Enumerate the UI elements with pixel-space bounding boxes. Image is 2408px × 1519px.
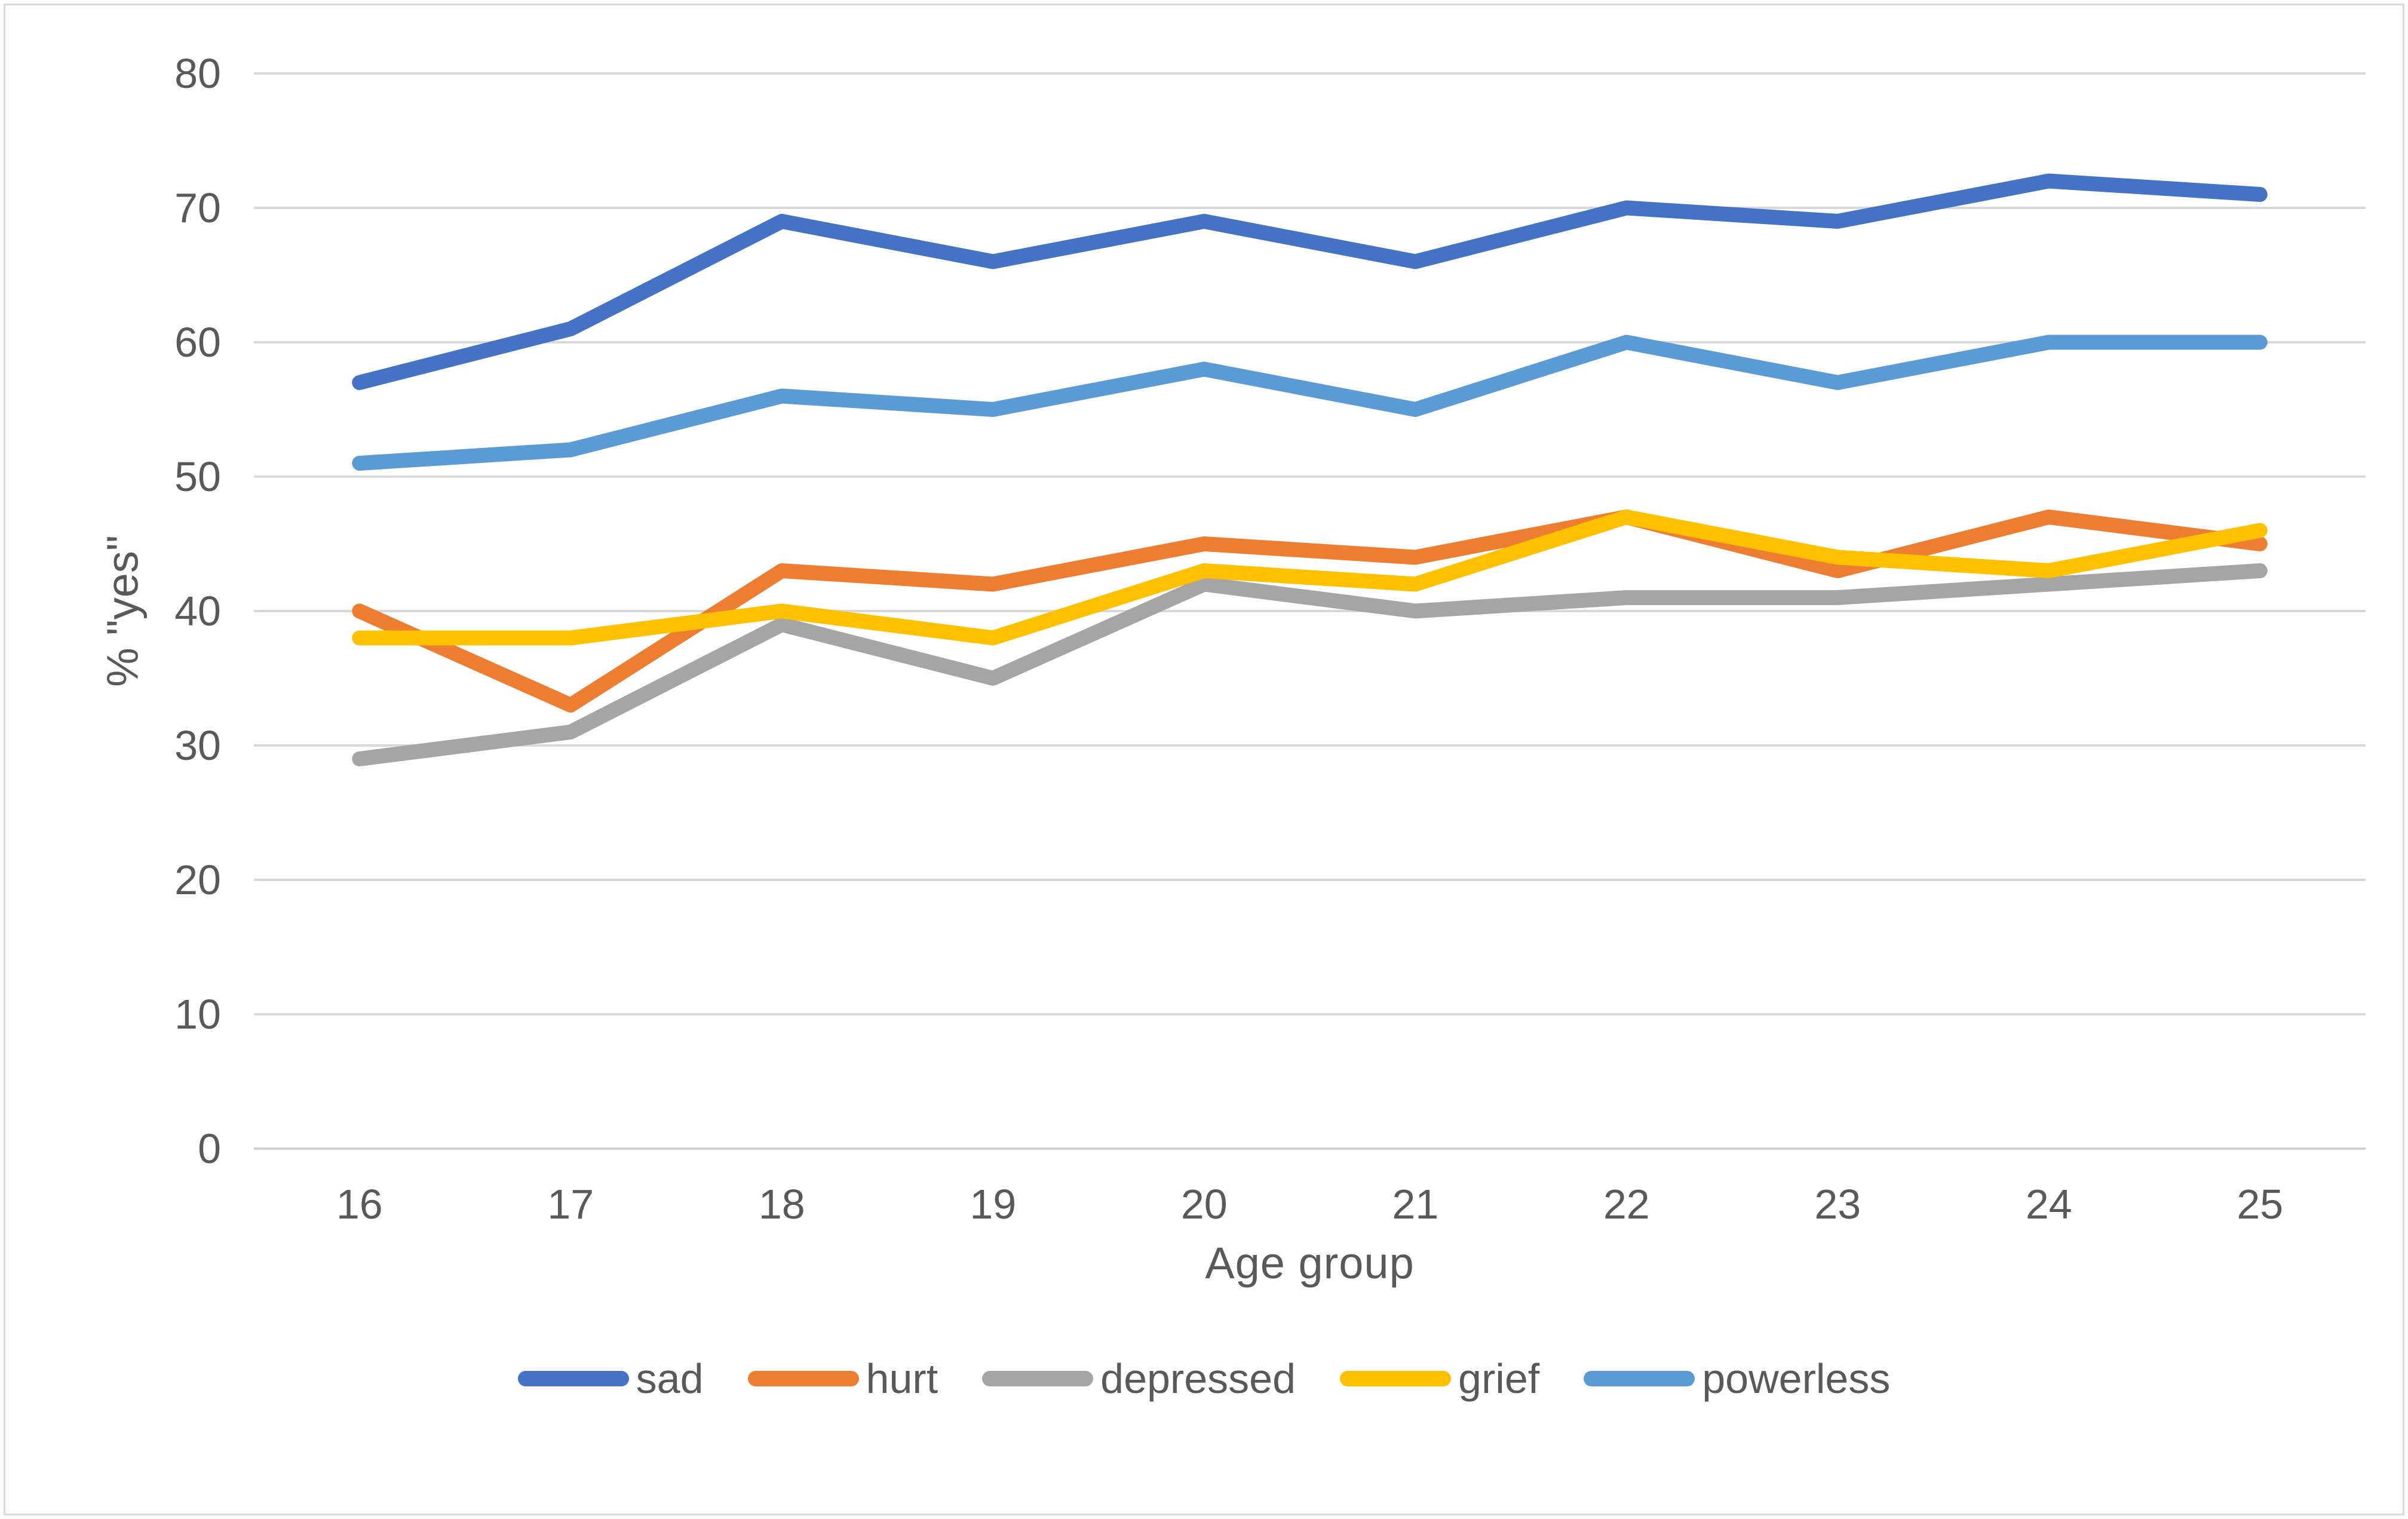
legend-item-hurt: hurt <box>747 1355 938 1403</box>
legend-item-sad: sad <box>517 1355 704 1403</box>
x-tick-label: 21 <box>1392 1181 1438 1228</box>
legend-swatch-sad <box>517 1371 629 1386</box>
y-tick-label: 20 <box>174 857 221 903</box>
series-line-depressed <box>352 563 2268 766</box>
y-tick-label: 70 <box>174 185 221 231</box>
x-tick-label: 23 <box>1814 1181 1861 1228</box>
legend-item-powerless: powerless <box>1584 1355 1890 1403</box>
legend-swatch-powerless <box>1584 1371 1695 1386</box>
y-tick-label: 80 <box>174 50 221 97</box>
legend-label-powerless: powerless <box>1702 1355 1891 1402</box>
series-line-grief <box>352 510 2268 646</box>
legend-item-grief: grief <box>1340 1355 1539 1403</box>
x-tick-label: 18 <box>759 1181 805 1228</box>
legend-label-grief: grief <box>1458 1355 1540 1402</box>
x-tick-label: 16 <box>336 1181 383 1228</box>
x-tick-label: 19 <box>970 1181 1016 1228</box>
legend-item-depressed: depressed <box>982 1355 1296 1403</box>
legend-label-hurt: hurt <box>866 1355 938 1402</box>
series-line-sad <box>352 173 2268 390</box>
x-tick-label: 20 <box>1181 1181 1228 1228</box>
x-axis-title: Age group <box>1205 1238 1415 1288</box>
legend-label-sad: sad <box>636 1355 704 1402</box>
x-tick-label: 25 <box>2237 1181 2283 1228</box>
y-tick-label: 0 <box>198 1125 221 1172</box>
legend: sad hurt depressed grief powerless <box>0 1355 2408 1403</box>
y-tick-label: 50 <box>174 453 221 500</box>
y-tick-label: 60 <box>174 319 221 366</box>
legend-swatch-hurt <box>747 1371 859 1386</box>
y-axis-title: % "yes" <box>97 535 148 688</box>
series-line-powerless <box>352 335 2268 471</box>
x-tick-label: 24 <box>2026 1181 2072 1228</box>
legend-swatch-grief <box>1340 1371 1452 1386</box>
y-tick-label: 10 <box>174 991 221 1038</box>
y-tick-label: 30 <box>174 722 221 769</box>
legend-label-depressed: depressed <box>1100 1355 1296 1402</box>
x-tick-label: 17 <box>547 1181 594 1228</box>
series-line-hurt <box>352 510 2268 713</box>
x-tick-label: 22 <box>1603 1181 1650 1228</box>
y-tick-label: 40 <box>174 588 221 634</box>
legend-swatch-depressed <box>982 1371 1094 1386</box>
